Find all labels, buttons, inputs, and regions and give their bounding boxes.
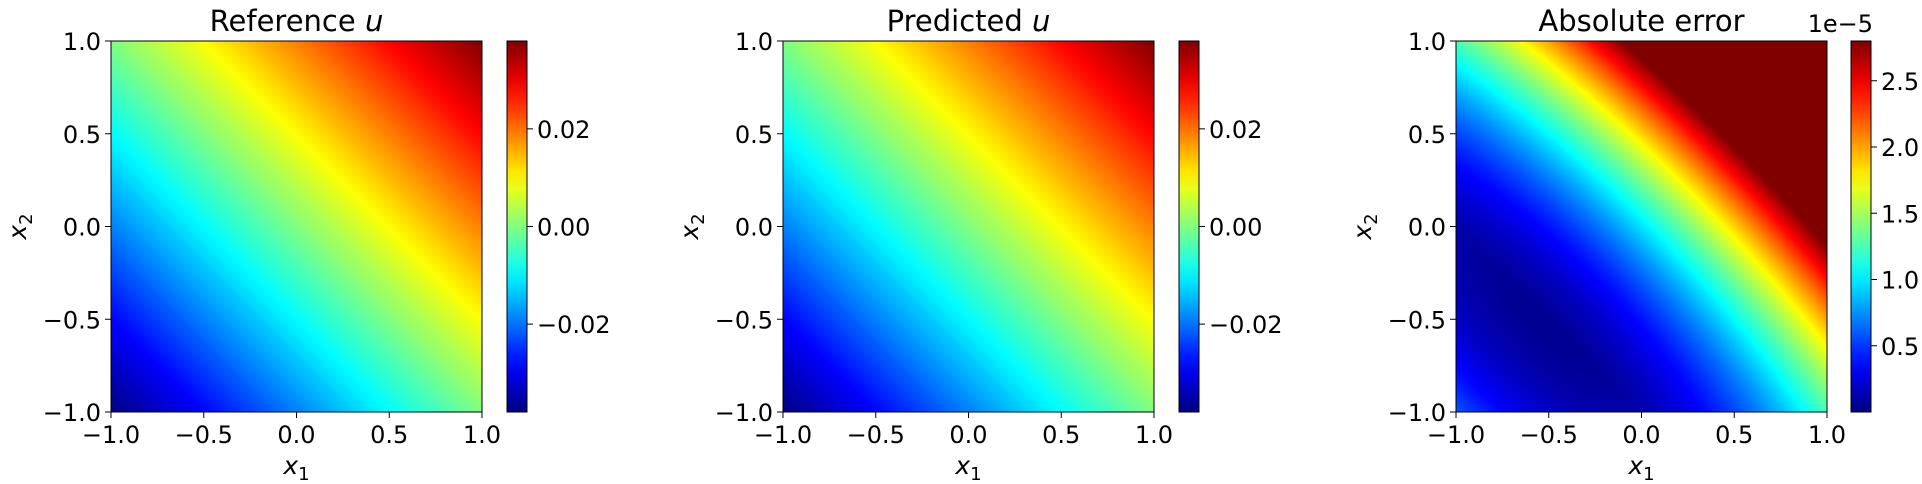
y-tick-label: −1.0 xyxy=(1388,399,1446,427)
x-tick-label: −1.0 xyxy=(1427,421,1485,449)
chart-title-text: Reference xyxy=(210,4,365,38)
y-tick-label: 0.0 xyxy=(735,214,773,242)
x-tick-label: 1.0 xyxy=(1135,421,1173,449)
y-tick-label: 1.0 xyxy=(1408,28,1446,56)
heatmap-image xyxy=(111,41,482,412)
y-tick-label: 0.5 xyxy=(735,121,773,149)
chart-title-text: Absolute error xyxy=(1538,4,1744,38)
y-tick-label: −0.5 xyxy=(43,306,101,334)
x-tick-label: −0.5 xyxy=(1520,421,1578,449)
y-tick-label: −0.5 xyxy=(715,306,773,334)
colorbar xyxy=(1850,40,1872,413)
chart-title: Predicted u xyxy=(887,4,1051,38)
y-tick-label: 0.5 xyxy=(63,121,101,149)
colorbar-tick-label: 0.5 xyxy=(1881,333,1919,361)
x-axis-label: x1 xyxy=(954,451,981,484)
colorbar-tick-label: −0.02 xyxy=(537,311,611,339)
colorbar xyxy=(1178,40,1200,413)
subplot-2: Predicted u−1.0 −0.5 0.0 0.5 1.0−1.0−0.50.00… xyxy=(675,4,1283,484)
colorbar-tick-label: 1.0 xyxy=(1881,267,1919,295)
x-axis-label: x1 xyxy=(1627,451,1654,484)
y-tick-label: −1.0 xyxy=(715,399,773,427)
y-tick-label: 0.0 xyxy=(63,214,101,242)
x-tick-label: −1.0 xyxy=(754,421,812,449)
colorbar-tick-label: 0.02 xyxy=(537,116,590,144)
x-tick-label: −0.5 xyxy=(175,421,233,449)
colorbar-tick-label: 1.5 xyxy=(1881,200,1919,228)
subplot-1: Reference u−1.0 −0.5 0.0 0.5 1.0−1.0−0.50.00… xyxy=(3,4,611,484)
y-tick-label: 1.0 xyxy=(735,28,773,56)
chart-title-text: Predicted xyxy=(887,4,1032,38)
x-tick-label: 0.5 xyxy=(1715,421,1753,449)
x-tick-label: 1.0 xyxy=(1808,421,1846,449)
x-axis-label: x1 xyxy=(282,451,309,484)
x-tick-label: −0.5 xyxy=(847,421,905,449)
chart-title-variable: u xyxy=(1032,4,1050,38)
chart-title: Absolute error xyxy=(1538,4,1744,38)
y-axis-label: x2 xyxy=(1348,213,1382,240)
chart-title: Reference u xyxy=(210,4,384,38)
x-tick-label: 1.0 xyxy=(463,421,501,449)
y-tick-label: 1.0 xyxy=(63,28,101,56)
subplot-3: Absolute error −1.0 −0.5 0.0 0.5 1.0 −1.0 −0.5 0… xyxy=(1348,4,1919,484)
colorbar-tick-label: −0.02 xyxy=(1209,311,1283,339)
chart-title-variable: u xyxy=(365,4,383,38)
x-tick-label: 0.0 xyxy=(1622,421,1660,449)
y-axis-label: x2 xyxy=(3,213,37,240)
heatmap-image xyxy=(783,41,1154,412)
y-tick-label: −1.0 xyxy=(43,399,101,427)
y-axis-label: x2 xyxy=(675,213,709,240)
colorbar-offset-label: 1e−5 xyxy=(1808,10,1873,38)
x-tick-label: 0.5 xyxy=(370,421,408,449)
x-tick-label: 0.5 xyxy=(1042,421,1080,449)
colorbar xyxy=(506,40,528,413)
colorbar-tick-label: 2.0 xyxy=(1881,134,1919,162)
x-tick-label: 0.0 xyxy=(949,421,987,449)
y-tick-label: 0.5 xyxy=(1408,121,1446,149)
colorbar-tick-label: 0.00 xyxy=(537,214,590,242)
x-tick-label: 0.0 xyxy=(277,421,315,449)
colorbar-tick-label: 2.5 xyxy=(1881,68,1919,96)
colorbar-tick-label: 0.02 xyxy=(1209,116,1262,144)
heatmap-image xyxy=(1456,41,1827,412)
colorbar-tick-label: 0.00 xyxy=(1209,214,1262,242)
y-tick-label: 0.0 xyxy=(1408,214,1446,242)
y-tick-label: −0.5 xyxy=(1388,306,1446,334)
x-tick-label: −1.0 xyxy=(82,421,140,449)
